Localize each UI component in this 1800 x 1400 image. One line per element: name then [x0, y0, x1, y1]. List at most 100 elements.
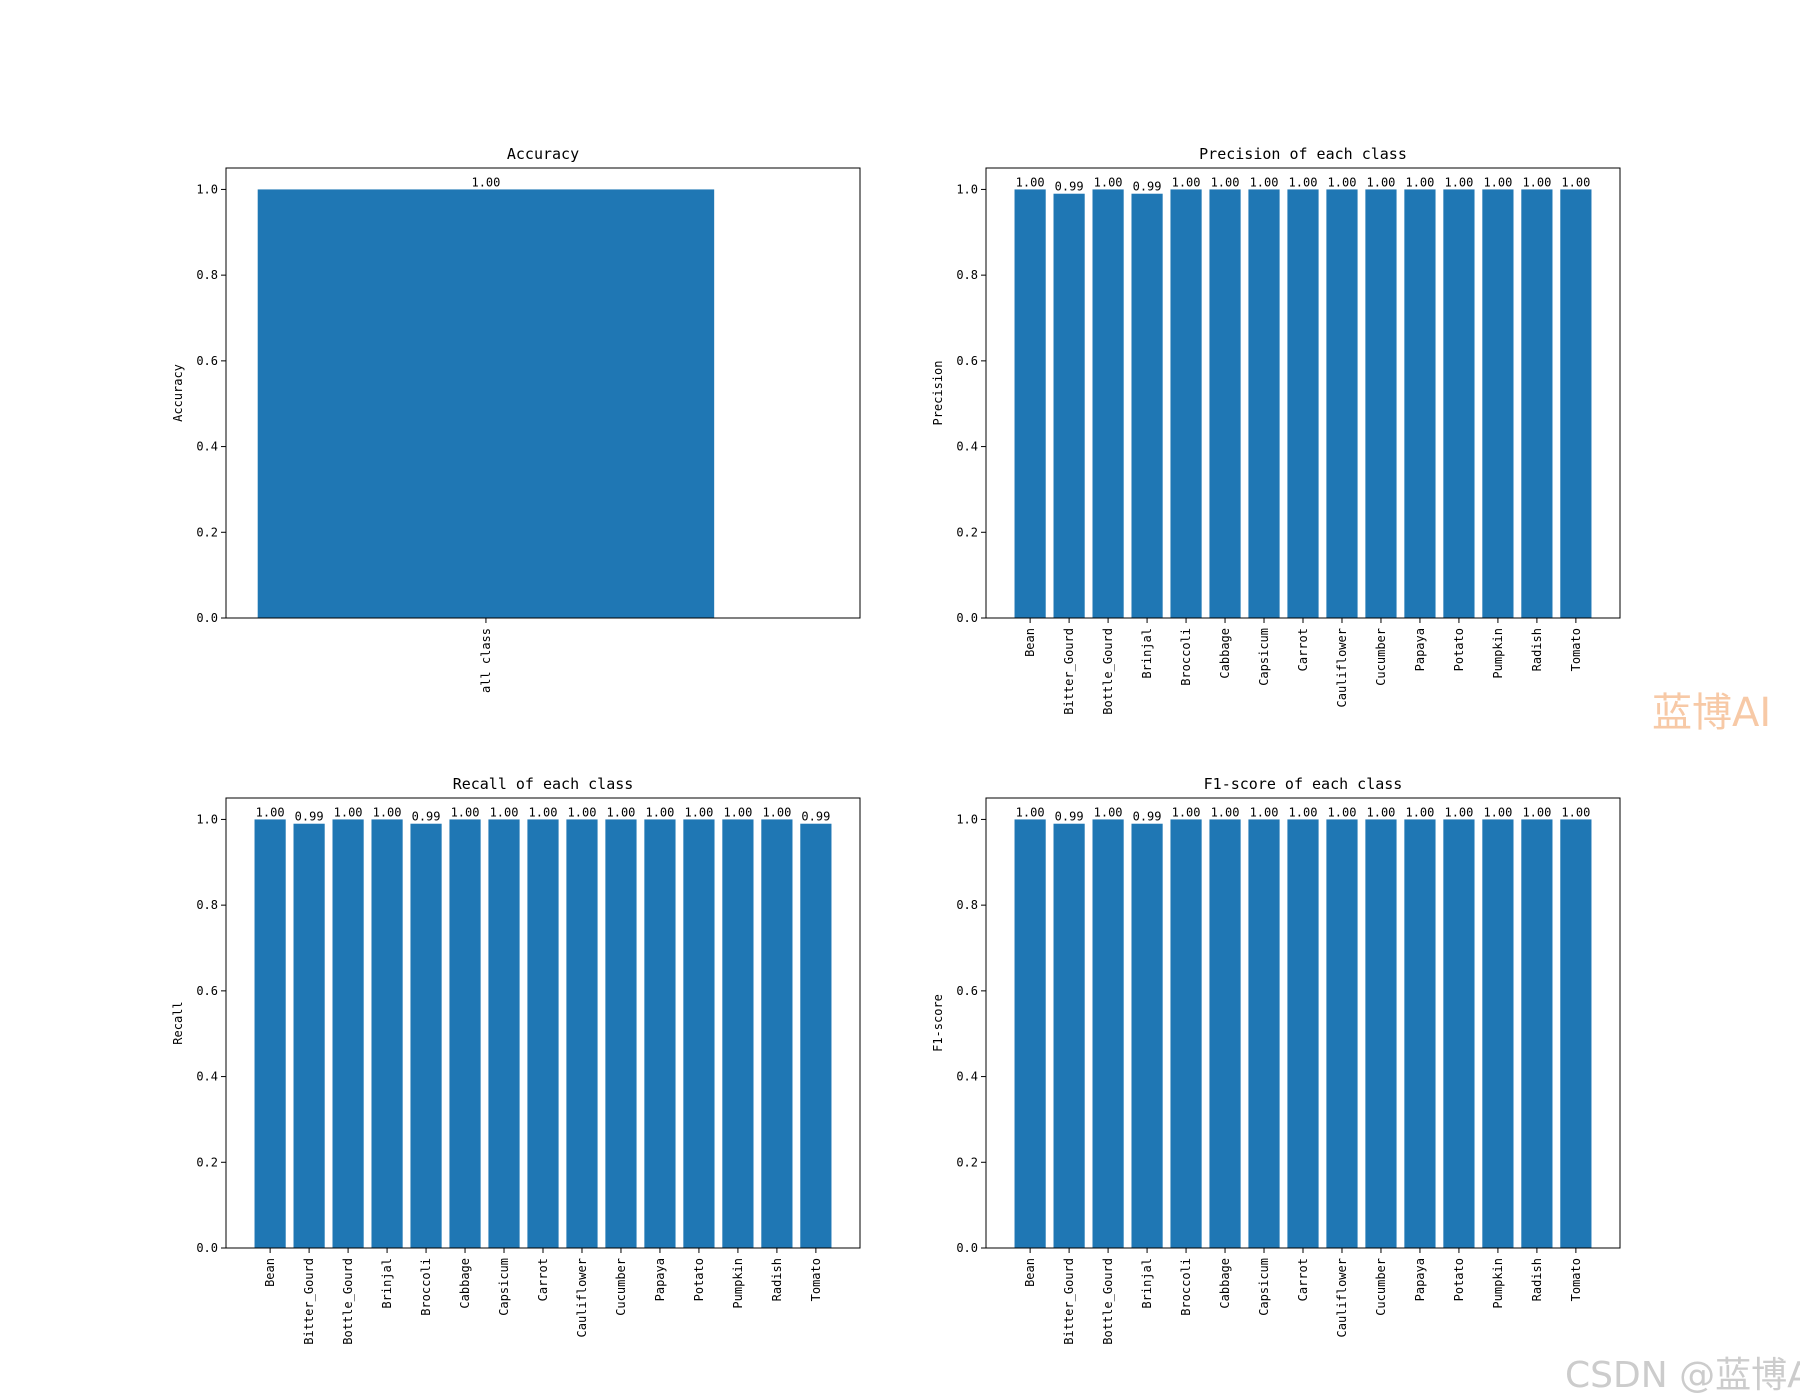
bar [761, 819, 793, 1248]
bar [1014, 819, 1046, 1248]
y-tick-label: 0.6 [956, 984, 978, 998]
bar [800, 823, 832, 1248]
bar [1287, 819, 1319, 1248]
data-label: 1.00 [256, 805, 285, 819]
x-tick-label: all class [479, 628, 493, 693]
x-tick-label: Bitter_Gourd [1062, 1258, 1076, 1345]
x-tick-label: Pumpkin [1491, 1258, 1505, 1309]
data-label: 1.00 [1328, 175, 1357, 189]
data-label: 1.00 [1211, 175, 1240, 189]
data-label: 1.00 [529, 805, 558, 819]
y-tick-label: 1.0 [196, 812, 218, 826]
y-tick-label: 0.2 [956, 525, 978, 539]
x-tick-label: Pumpkin [731, 1258, 745, 1309]
data-label: 1.00 [471, 175, 500, 189]
x-tick-label: Cucumber [614, 1258, 628, 1316]
x-tick-label: Cucumber [1374, 1258, 1388, 1316]
y-axis-label: Recall [171, 1001, 185, 1044]
watermark-csdn: CSDN @蓝博AI [1565, 1355, 1800, 1396]
y-tick-label: 1.0 [956, 182, 978, 196]
x-tick-label: Cucumber [1374, 628, 1388, 686]
bar [410, 823, 442, 1248]
bar [1092, 819, 1124, 1248]
x-tick-label: Radish [1530, 1258, 1544, 1301]
x-tick-label: Brinjal [380, 1258, 394, 1309]
x-tick-label: Bitter_Gourd [1062, 628, 1076, 715]
x-tick-label: Potato [1452, 628, 1466, 671]
data-label: 1.00 [1522, 805, 1551, 819]
x-tick-label: Carrot [1296, 628, 1310, 671]
x-tick-label: Broccoli [1179, 628, 1193, 686]
x-tick-label: Bottle_Gourd [1101, 628, 1115, 715]
chart-2: 1.00 0.99 1.00 0.99 1.00 1.00 1.00 1.00 1.00 1.00… [931, 145, 1621, 715]
bar [722, 819, 754, 1248]
data-label: 1.00 [1289, 175, 1318, 189]
data-label: 1.00 [1367, 175, 1396, 189]
data-label: 1.00 [1094, 175, 1123, 189]
bar [566, 819, 598, 1248]
bar [1365, 819, 1397, 1248]
bar [1560, 189, 1592, 618]
chart-title: Precision of each class [1199, 145, 1407, 163]
bar [332, 819, 364, 1248]
data-label: 1.00 [1444, 805, 1473, 819]
data-label: 1.00 [1289, 805, 1318, 819]
bar [1443, 819, 1475, 1248]
bar [644, 819, 676, 1248]
bar [1560, 819, 1592, 1248]
bar [527, 819, 559, 1248]
x-tick-label: Broccoli [1179, 1258, 1193, 1316]
data-label: 1.00 [1172, 175, 1201, 189]
x-tick-label: Broccoli [419, 1258, 433, 1316]
y-tick-label: 0.8 [956, 898, 978, 912]
x-tick-label: Tomato [1569, 628, 1583, 671]
chart-4: 1.00 0.99 1.00 0.99 1.00 1.00 1.00 1.00 1.00 1.00… [931, 775, 1621, 1345]
y-tick-label: 0.8 [956, 268, 978, 282]
data-label: 1.00 [1250, 805, 1279, 819]
x-tick-label: Bottle_Gourd [341, 1258, 355, 1345]
x-tick-label: Capsicum [1257, 1258, 1271, 1316]
x-tick-label: Bottle_Gourd [1101, 1258, 1115, 1345]
bar [1248, 189, 1280, 618]
bar [1521, 189, 1553, 618]
data-label: 1.00 [1172, 805, 1201, 819]
bar [488, 819, 520, 1248]
data-label: 1.00 [451, 805, 480, 819]
y-tick-label: 1.0 [956, 812, 978, 826]
bar [449, 819, 481, 1248]
bar [1170, 819, 1202, 1248]
bar [254, 819, 286, 1248]
data-label: 1.00 [1367, 805, 1396, 819]
bar [257, 189, 715, 618]
bar [1053, 823, 1085, 1248]
data-label: 1.00 [1405, 805, 1434, 819]
bar [1248, 819, 1280, 1248]
data-label: 1.00 [1483, 805, 1512, 819]
y-tick-label: 0.0 [956, 1241, 978, 1255]
x-tick-label: Carrot [1296, 1258, 1310, 1301]
chart-title: F1-score of each class [1204, 775, 1403, 793]
bar [1209, 189, 1241, 618]
data-label: 1.00 [1561, 805, 1590, 819]
data-label: 1.00 [684, 805, 713, 819]
data-label: 1.00 [1211, 805, 1240, 819]
data-label: 0.99 [801, 810, 830, 824]
bar [1482, 819, 1514, 1248]
x-tick-label: Tomato [1569, 1258, 1583, 1301]
data-label: 1.00 [1483, 175, 1512, 189]
chart-3: 1.00 0.99 1.00 1.00 0.99 1.00 1.00 1.00 1.00 1.00… [171, 775, 861, 1345]
y-tick-label: 0.2 [196, 525, 218, 539]
data-label: 0.99 [1133, 810, 1162, 824]
data-label: 1.00 [1522, 175, 1551, 189]
bar [1287, 189, 1319, 618]
x-tick-label: Tomato [809, 1258, 823, 1301]
data-label: 1.00 [607, 805, 636, 819]
x-tick-label: Bean [1023, 628, 1037, 657]
bar [1131, 193, 1163, 618]
x-tick-label: Capsicum [1257, 628, 1271, 686]
y-tick-label: 0.2 [956, 1155, 978, 1169]
x-tick-label: Cabbage [1218, 1258, 1232, 1309]
y-tick-label: 1.0 [196, 182, 218, 196]
x-tick-label: Papaya [653, 1258, 667, 1301]
